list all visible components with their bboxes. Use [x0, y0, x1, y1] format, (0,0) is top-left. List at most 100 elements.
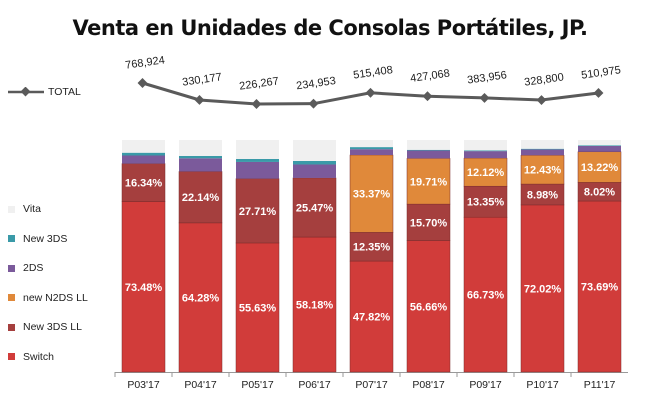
bar-segment-2ds [521, 149, 564, 156]
data-label: 19.71% [410, 176, 448, 188]
x-tick-label: P06'17 [298, 379, 331, 391]
data-label: 12.35% [353, 242, 391, 254]
bar-segment-2ds [236, 161, 279, 179]
legend-label: 2DS [23, 262, 44, 274]
bar-segment-new-3ds [179, 155, 222, 159]
total-point [308, 98, 319, 109]
bar-segment-new-3ds [521, 148, 564, 150]
legend-label: New 3DS [23, 232, 68, 245]
legend-swatch [8, 353, 15, 360]
total-point [251, 99, 262, 109]
bar-segment-2ds [179, 158, 222, 172]
bar-segment-2ds [293, 164, 336, 178]
x-tick-label: P07'17 [355, 379, 388, 391]
total-point [137, 78, 148, 88]
bar-segment-switch [520, 204, 565, 373]
total-point [593, 88, 604, 98]
data-label: 12.12% [467, 167, 505, 179]
bar-segment-new-3ds [350, 147, 393, 150]
bar-segment-switch [406, 240, 451, 373]
legend-item: Switch [8, 351, 54, 363]
x-tick-label: P03'17 [127, 379, 160, 391]
total-label: 234,953 [296, 75, 337, 92]
bar-segment-2ds [578, 145, 621, 152]
bar-segment-2ds [407, 150, 450, 159]
data-label: 15.70% [410, 217, 448, 229]
bar-segment-new-3ds [578, 145, 621, 146]
legend-item: 2DS [8, 262, 43, 274]
bar-segment-vita [179, 140, 222, 156]
bar-segment-vita [407, 140, 450, 150]
data-label: 56.66% [410, 301, 448, 313]
legend-swatch [8, 205, 15, 213]
legend-item: New 3DS [8, 233, 67, 245]
legend-item: Vita [8, 203, 41, 215]
bar-segment-2ds [350, 149, 393, 155]
bar-segment-2ds [464, 151, 507, 159]
data-label: 73.69% [581, 282, 619, 294]
bar-segment-new-3ds-ll [406, 203, 451, 241]
chart-title: Venta en Unidades de Consolas Portátiles… [72, 16, 588, 40]
total-label: 768,924 [125, 54, 166, 71]
legend-item: New 3DS LL [8, 321, 82, 333]
bar-segment-new-n2ds-ll [520, 154, 565, 185]
legend-label: TOTAL [48, 86, 81, 98]
legend-swatch [8, 235, 15, 242]
bar-segment-new-3ds-ll [235, 178, 280, 244]
legend-label: new N2DS LL [23, 291, 88, 304]
x-tick-label: P08'17 [412, 379, 445, 391]
bar-segment-new-3ds [464, 150, 507, 152]
bar-segment-switch [235, 242, 280, 373]
total-label: 427,068 [410, 68, 451, 85]
data-label: 47.82% [353, 312, 391, 324]
total-point [422, 91, 433, 102]
x-tick-label: P09'17 [469, 379, 502, 391]
bar-segment-new-3ds-ll [463, 185, 508, 218]
data-label: 12.43% [524, 165, 562, 177]
legend-swatch [8, 323, 15, 331]
legend-label: Vita [23, 203, 41, 215]
data-label: 16.34% [125, 178, 163, 190]
data-label: 55.63% [239, 302, 277, 314]
bar-segment-new-3ds [236, 158, 279, 162]
x-tick-label: P10'17 [526, 379, 559, 391]
data-label: 8.02% [584, 187, 615, 199]
total-point [194, 95, 205, 105]
bar-segment-switch [577, 200, 622, 373]
legend-swatch [8, 264, 15, 272]
bar-segment-new-3ds-ll [349, 232, 394, 262]
bar-segment-new-3ds-ll [121, 163, 166, 202]
total-point [479, 92, 490, 103]
data-label: 33.37% [353, 189, 391, 201]
bar-segment-vita [122, 140, 165, 153]
data-label: 8.98% [527, 189, 558, 201]
data-label: 13.35% [467, 197, 505, 209]
legend-item-total: TOTAL [8, 86, 81, 98]
legend-swatch [8, 294, 15, 301]
bar-segment-vita [293, 140, 336, 161]
total-label: 328,800 [524, 71, 565, 88]
bar-segment-switch [349, 260, 394, 373]
total-label: 515,408 [353, 64, 394, 81]
data-label: 66.73% [467, 290, 505, 302]
bar-segment-switch [178, 222, 223, 373]
total-label: 226,267 [239, 75, 280, 92]
data-label: 22.14% [182, 192, 220, 204]
total-label: 510,975 [581, 64, 622, 81]
data-label: 27.71% [239, 206, 277, 218]
total-label: 330,177 [182, 71, 223, 88]
x-tick-label: P11'17 [584, 379, 616, 391]
bar-segment-switch [121, 201, 166, 373]
total-point [365, 87, 376, 98]
data-label: 25.47% [296, 202, 334, 214]
data-label: 13.22% [581, 162, 619, 174]
bar-segment-vita [350, 140, 393, 148]
data-label: 58.18% [296, 300, 334, 312]
legend-label: New 3DS LL [23, 321, 82, 333]
bar-segment-new-3ds-ll [292, 177, 337, 238]
total-label: 383,956 [467, 69, 508, 86]
total-point [536, 95, 547, 105]
bar-segment-new-3ds [293, 160, 336, 165]
